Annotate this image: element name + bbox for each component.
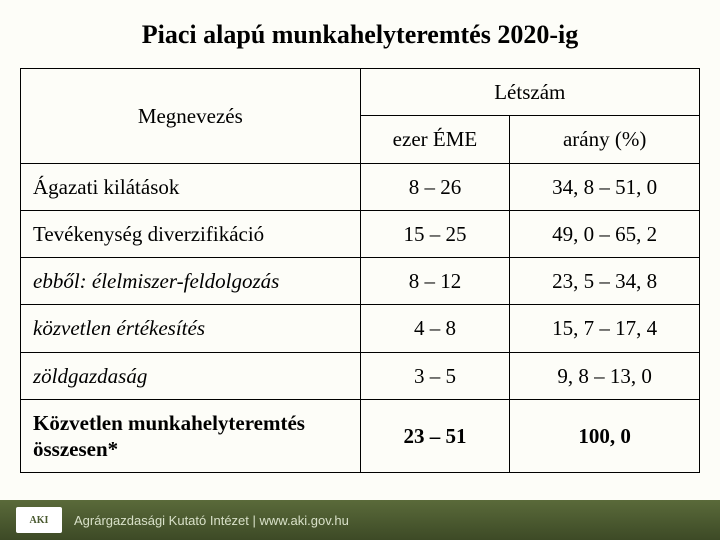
row-value: 3 – 5 bbox=[360, 352, 510, 399]
table-row: Tevékenység diverzifikáció15 – 2549, 0 –… bbox=[21, 210, 700, 257]
page-title: Piaci alapú munkahelyteremtés 2020-ig bbox=[0, 0, 720, 68]
table-row: ebből: élelmiszer-feldolgozás8 – 1223, 5… bbox=[21, 258, 700, 305]
aki-logo: AKI bbox=[16, 507, 62, 533]
row-percent: 23, 5 – 34, 8 bbox=[510, 258, 700, 305]
row-label: ebből: élelmiszer-feldolgozás bbox=[21, 258, 361, 305]
row-percent: 49, 0 – 65, 2 bbox=[510, 210, 700, 257]
table-row: Ágazati kilátások8 – 2634, 8 – 51, 0 bbox=[21, 163, 700, 210]
row-label: Közvetlen munkahelyteremtés összesen* bbox=[21, 399, 361, 473]
header-group: Létszám bbox=[360, 69, 699, 116]
header-col1: ezer ÉME bbox=[360, 116, 510, 163]
row-percent: 34, 8 – 51, 0 bbox=[510, 163, 700, 210]
row-value: 4 – 8 bbox=[360, 305, 510, 352]
row-label: Tevékenység diverzifikáció bbox=[21, 210, 361, 257]
table-row: zöldgazdaság3 – 59, 8 – 13, 0 bbox=[21, 352, 700, 399]
header-name: Megnevezés bbox=[21, 69, 361, 164]
table-row: Közvetlen munkahelyteremtés összesen*23 … bbox=[21, 399, 700, 473]
row-value: 23 – 51 bbox=[360, 399, 510, 473]
row-value: 8 – 12 bbox=[360, 258, 510, 305]
footer-text: Agrárgazdasági Kutató Intézet | www.aki.… bbox=[74, 513, 349, 528]
row-percent: 9, 8 – 13, 0 bbox=[510, 352, 700, 399]
row-value: 8 – 26 bbox=[360, 163, 510, 210]
footer-bar: AKI Agrárgazdasági Kutató Intézet | www.… bbox=[0, 500, 720, 540]
row-label: Ágazati kilátások bbox=[21, 163, 361, 210]
table-row: közvetlen értékesítés4 – 815, 7 – 17, 4 bbox=[21, 305, 700, 352]
row-percent: 15, 7 – 17, 4 bbox=[510, 305, 700, 352]
header-col2: arány (%) bbox=[510, 116, 700, 163]
row-percent: 100, 0 bbox=[510, 399, 700, 473]
data-table: Megnevezés Létszám ezer ÉME arány (%) Ág… bbox=[20, 68, 700, 473]
row-label: zöldgazdaság bbox=[21, 352, 361, 399]
row-value: 15 – 25 bbox=[360, 210, 510, 257]
row-label: közvetlen értékesítés bbox=[21, 305, 361, 352]
